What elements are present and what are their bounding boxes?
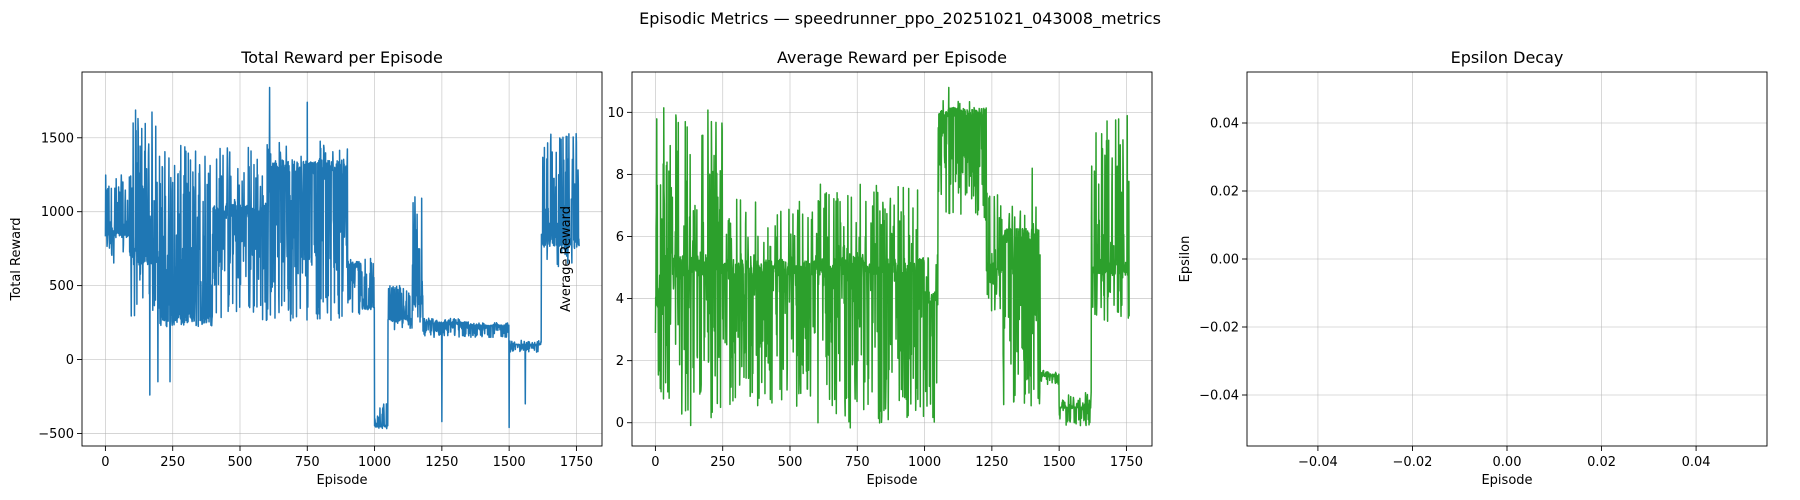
- y-tick-label: 0.00: [1210, 253, 1239, 268]
- x-tick-label: −0.02: [1393, 455, 1433, 470]
- x-tick-label: 1250: [975, 455, 1008, 470]
- y-axis-label: Total Reward: [9, 218, 24, 302]
- y-tick-label: 6: [616, 230, 624, 245]
- x-tick-label: 500: [228, 455, 253, 470]
- panel-title: Average Reward per Episode: [777, 48, 1007, 67]
- y-tick-label: 0.04: [1210, 117, 1239, 132]
- x-tick-label: 0.02: [1587, 455, 1616, 470]
- x-tick-label: 1500: [493, 455, 526, 470]
- x-tick-label: 1000: [908, 455, 941, 470]
- y-tick-label: −500: [38, 427, 74, 442]
- axes-frame: [631, 71, 1153, 447]
- y-tick-label: −0.02: [1199, 321, 1239, 336]
- x-tick-label: 1750: [560, 455, 593, 470]
- y-tick-label: 500: [49, 279, 74, 294]
- series-line: [104, 86, 580, 430]
- x-tick-label: 500: [778, 455, 803, 470]
- x-tick-label: 1000: [358, 455, 391, 470]
- axes-frame: [81, 71, 603, 447]
- x-tick-label: 250: [160, 455, 185, 470]
- panel-epsilon-decay: −0.04 −0.02 0.00 0.02 0.04 −0.04 −0.02 0.00 0.02…: [1178, 48, 1768, 488]
- x-tick-label: 0: [651, 455, 659, 470]
- x-tick-label: 750: [845, 455, 870, 470]
- x-tick-label: 250: [710, 455, 735, 470]
- panel-title: Total Reward per Episode: [240, 48, 443, 67]
- y-tick-label: 10: [607, 106, 624, 121]
- y-tick-label: 0: [616, 416, 624, 431]
- x-axis-label: Episode: [1481, 473, 1532, 488]
- figure-suptitle: Episodic Metrics — speedrunner_ppo_20251…: [639, 9, 1161, 29]
- x-axis-label: Episode: [866, 473, 917, 488]
- x-tick-label: 0.00: [1493, 455, 1522, 470]
- x-tick-label: 0.04: [1682, 455, 1711, 470]
- y-tick-label: −0.04: [1199, 389, 1239, 404]
- x-tick-label: 750: [295, 455, 320, 470]
- series-line: [654, 86, 1130, 429]
- y-tick-label: 0.02: [1210, 185, 1239, 200]
- x-tick-label: 1250: [425, 455, 458, 470]
- panel-average-reward: 0 250 500 750 1000 1250 1500 1750 0 2 4 6 8 10 Average…: [559, 48, 1153, 488]
- x-tick-label: −0.04: [1298, 455, 1338, 470]
- y-tick-label: 8: [616, 168, 624, 183]
- x-tick-label: 1750: [1110, 455, 1143, 470]
- y-tick-label: 4: [616, 292, 624, 307]
- panel-title: Epsilon Decay: [1451, 48, 1564, 67]
- x-axis-label: Episode: [316, 473, 367, 488]
- y-axis-label: Epsilon: [1178, 236, 1193, 283]
- y-tick-label: 2: [616, 354, 624, 369]
- y-tick-label: 1000: [41, 205, 74, 220]
- y-axis-label: Average Reward: [559, 206, 574, 312]
- x-tick-label: 1500: [1043, 455, 1076, 470]
- y-tick-label: 1500: [41, 131, 74, 146]
- y-tick-label: 0: [66, 353, 74, 368]
- x-tick-label: 0: [101, 455, 109, 470]
- panel-total-reward: 0 250 500 750 1000 1250 1500 1750 −500 0 500 1000 15…: [9, 48, 603, 488]
